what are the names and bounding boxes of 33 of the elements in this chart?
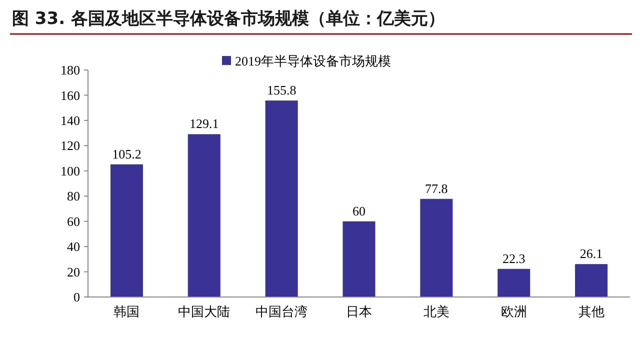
x-tick-label: 欧洲 [500, 304, 527, 319]
y-tick-label: 120 [60, 138, 80, 154]
y-tick-label: 0 [74, 290, 80, 305]
x-tick-label: 韩国 [114, 304, 140, 319]
y-tick-label: 80 [67, 188, 80, 204]
y-tick-label: 100 [60, 163, 80, 178]
bar [342, 221, 376, 297]
legend-label: 2019年半导体设备市场规模 [235, 54, 391, 69]
bar [420, 198, 453, 297]
x-tick-label: 日本 [346, 304, 372, 319]
y-tick-label: 40 [67, 239, 80, 254]
data-label: 26.1 [580, 246, 603, 262]
y-tick-label: 20 [67, 264, 80, 280]
chart-title: 图 33. 各国及地区半导体设备市场规模（单位：亿美元） [12, 9, 445, 29]
bar [188, 134, 220, 297]
data-label: 60 [352, 203, 366, 218]
data-label: 155.8 [266, 82, 296, 98]
data-label: 22.3 [502, 250, 526, 266]
x-tick-label: 中国台湾 [256, 304, 308, 319]
bar [265, 100, 298, 297]
y-tick-label: 180 [60, 62, 80, 78]
x-tick-label: 其他 [578, 304, 604, 319]
x-tick-label: 中国大陆 [178, 304, 230, 319]
bar [575, 264, 608, 297]
y-tick-label: 140 [60, 112, 80, 128]
data-label: 129.1 [190, 116, 219, 132]
data-label: 105.2 [112, 146, 142, 162]
y-tick-label: 160 [60, 88, 80, 103]
data-label: 77.8 [425, 180, 448, 196]
y-tick-label: 60 [67, 214, 80, 229]
x-tick-label: 北美 [423, 304, 450, 319]
bar [498, 268, 530, 297]
bar [110, 164, 143, 297]
